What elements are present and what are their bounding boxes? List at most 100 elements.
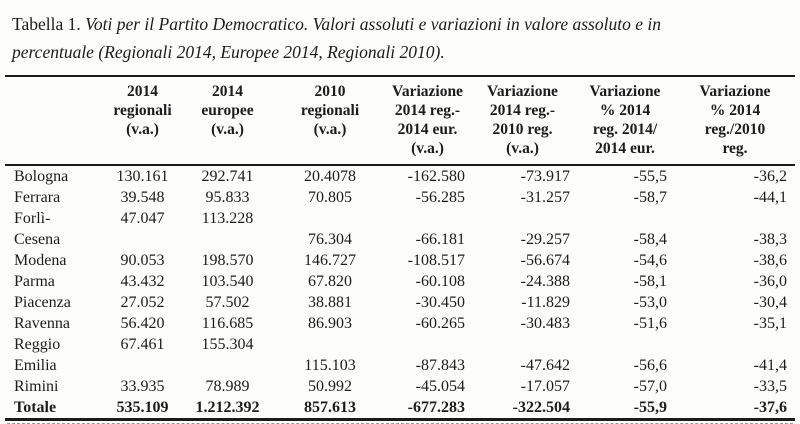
row-label: Totale	[14, 399, 57, 416]
table-caption: Tabella 1. Voti per il Partito Democrati…	[12, 10, 757, 66]
cell: -87.843	[415, 357, 465, 374]
cell: 76.304	[308, 231, 352, 248]
cell: 113.228	[201, 210, 254, 227]
cell: -44,1	[753, 189, 787, 206]
cell: 27.052	[120, 294, 165, 311]
cell: -677.283	[407, 399, 465, 416]
cell: 116.685	[201, 315, 254, 332]
column-header-var-pct-reg-reg: Variazione % 2014 reg./2010 reg.	[675, 76, 795, 165]
table-row: Forlì- 47.047 113.228	[5, 208, 795, 229]
column-header-line: Variazione	[392, 83, 463, 100]
column-header-var-va-reg-eur: Variazione 2014 reg.- 2014 eur. (v.a.)	[385, 76, 470, 165]
table-row: Ravenna 56.420 116.685 86.903 -60.265 -30.483…	[5, 313, 795, 334]
cell: 43.432	[120, 273, 165, 290]
column-header-line: 2014 reg.-	[394, 102, 461, 119]
cell: 67.461	[120, 336, 165, 353]
cell: -322.504	[512, 399, 570, 416]
cell: 78.989	[205, 378, 250, 395]
row-label: Piacenza	[14, 294, 71, 311]
cell: 67.820	[308, 273, 352, 290]
column-header-area	[5, 76, 105, 165]
cell: -58,7	[633, 189, 667, 206]
cell: -55,9	[633, 399, 667, 416]
table-row: Rimini 33.935 78.989 50.992 -45.054 -17.057 -5…	[5, 376, 795, 397]
column-header-line: reg. 2014/	[592, 121, 658, 138]
cell: -66.181	[415, 231, 465, 248]
cell: 115.103	[304, 357, 356, 374]
column-header-var-va-reg-reg: Variazione 2014 reg.- 2010 reg. (v.a.)	[470, 76, 575, 165]
cell: 103.540	[201, 273, 254, 290]
cell: -58,4	[633, 231, 667, 248]
cell: -55,5	[633, 168, 667, 185]
cell	[575, 208, 675, 229]
column-header-line: regionali	[300, 102, 360, 119]
cell: -30,4	[753, 294, 787, 311]
table-row: Reggio 67.461 155.304	[5, 334, 795, 355]
cell: 90.053	[120, 252, 165, 269]
cell: -41,4	[753, 357, 787, 374]
cell: -29.257	[520, 231, 570, 248]
cell: -30.450	[415, 294, 465, 311]
cell: 1.212.392	[195, 399, 260, 416]
row-label: Ravenna	[14, 315, 70, 332]
cell: -54,6	[633, 252, 667, 269]
cell	[275, 208, 385, 229]
cell	[675, 208, 795, 229]
cell: 70.805	[308, 189, 352, 206]
cell: -73.917	[520, 168, 570, 185]
table-row: Modena 90.053 198.570 146.727 -108.517 -56.67…	[5, 250, 795, 271]
table-row: Piacenza 27.052 57.502 38.881 -30.450 -11.829…	[5, 292, 795, 313]
cell: 198.570	[201, 252, 254, 269]
cell: -36,2	[753, 168, 787, 185]
cell: -17.057	[520, 378, 570, 395]
caption-text-line2: percentuale (Regionali 2014, Europee 201…	[12, 42, 445, 62]
row-label: Emilia	[14, 357, 57, 374]
cell: -60.108	[415, 273, 465, 290]
column-header-line: (v.a.)	[126, 121, 159, 138]
cell: 47.047	[120, 210, 165, 227]
cell: 535.109	[116, 399, 169, 416]
column-header-line: 2014 eur.	[397, 121, 458, 138]
column-header-line: 2010 reg.	[492, 121, 553, 138]
cell: -51,6	[633, 315, 667, 332]
cell: -38,6	[753, 252, 787, 269]
row-label: Bologna	[14, 168, 69, 185]
cell: 50.992	[308, 378, 352, 395]
table-row: Parma 43.432 103.540 67.820 -60.108 -24.388 -5…	[5, 271, 795, 292]
column-header-line: % 2014	[599, 102, 651, 119]
column-header-reg-2010: 2010 regionali (v.a.)	[275, 76, 385, 165]
column-header-line: 2014	[127, 83, 158, 100]
cell	[105, 355, 180, 376]
column-header-line: reg.	[722, 140, 748, 157]
cell: -36,0	[753, 273, 787, 290]
cell: 38.881	[308, 294, 352, 311]
row-label: Reggio	[14, 336, 61, 353]
row-label: Rimini	[14, 378, 59, 395]
cell: 857.613	[304, 399, 356, 416]
column-header-line: reg./2010	[704, 121, 766, 138]
column-header-reg-2014: 2014 regionali (v.a.)	[105, 76, 180, 165]
column-header-line: (v.a.)	[211, 121, 244, 138]
cell	[470, 208, 575, 229]
cell: 292.741	[201, 168, 254, 185]
cell: 130.161	[116, 168, 169, 185]
cell: -35,1	[753, 315, 787, 332]
column-header-line: Variazione	[589, 83, 661, 100]
header-row: 2014 regionali (v.a.) 2014 europee (v.a.) 2010…	[5, 76, 795, 165]
cell	[180, 229, 275, 250]
cell: -31.257	[520, 189, 570, 206]
cell: -60.265	[415, 315, 465, 332]
column-header-line: 2014	[212, 83, 243, 100]
cell: -56.285	[415, 189, 465, 206]
column-header-line: % 2014	[709, 102, 761, 119]
cell: 57.502	[205, 294, 250, 311]
cell: -11.829	[521, 294, 570, 311]
cell	[470, 334, 575, 355]
cell	[275, 334, 385, 355]
row-label: Parma	[14, 273, 55, 290]
cell: -33,5	[753, 378, 787, 395]
row-label: Cesena	[14, 231, 61, 248]
cell: 56.420	[120, 315, 165, 332]
column-header-line: 2014 reg.-	[489, 102, 556, 119]
